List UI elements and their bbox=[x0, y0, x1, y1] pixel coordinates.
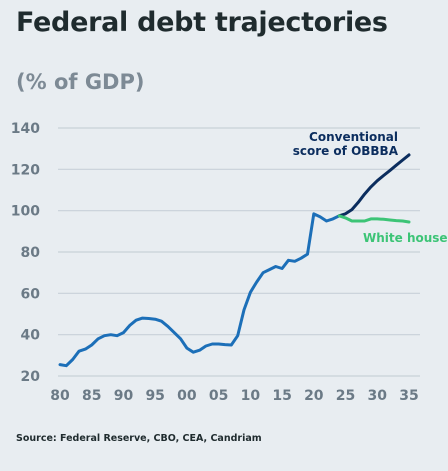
x-axis-ticks: 80 85 90 95 00 05 10 15 20 25 30 35 bbox=[50, 388, 418, 404]
x-tick-label-10: 10 bbox=[241, 388, 261, 404]
series-line-conventional bbox=[337, 153, 411, 218]
series-lines bbox=[58, 153, 411, 368]
x-tick-label-35: 35 bbox=[399, 388, 418, 404]
x-tick-label-00: 00 bbox=[177, 388, 197, 404]
x-tick-label-15: 15 bbox=[272, 388, 291, 404]
y-tick-label-140: 140 bbox=[11, 121, 40, 137]
annotation-conventional-line-2: score of OBBBA bbox=[293, 144, 399, 158]
series-line-white_house bbox=[337, 214, 411, 224]
annotation-white-house-line-1: White house bbox=[363, 231, 448, 245]
y-tick-label-20: 20 bbox=[21, 369, 41, 385]
source-note: Source: Federal Reserve, CBO, CEA, Candr… bbox=[16, 433, 262, 444]
chart-subtitle: (% of GDP) bbox=[16, 70, 145, 94]
y-tick-label-100: 100 bbox=[11, 204, 40, 220]
x-tick-label-05: 05 bbox=[209, 388, 228, 404]
x-tick-label-95: 95 bbox=[145, 388, 164, 404]
y-tick-label-120: 120 bbox=[11, 162, 40, 178]
y-tick-label-40: 40 bbox=[21, 328, 41, 344]
grid-lines bbox=[58, 127, 420, 377]
x-tick-label-90: 90 bbox=[114, 388, 134, 404]
x-tick-label-20: 20 bbox=[304, 388, 324, 404]
y-tick-label-60: 60 bbox=[21, 286, 41, 302]
x-tick-label-80: 80 bbox=[50, 388, 70, 404]
x-tick-label-25: 25 bbox=[336, 388, 355, 404]
series-line-historical bbox=[58, 212, 341, 368]
x-tick-label-30: 30 bbox=[368, 388, 388, 404]
annotation-conventional-line-1: Conventional bbox=[309, 130, 398, 144]
y-tick-label-80: 80 bbox=[21, 245, 41, 261]
chart-title: Federal debt trajectories bbox=[16, 7, 388, 38]
y-axis-ticks: 20 40 60 80 100 120 140 bbox=[11, 121, 40, 385]
x-tick-label-85: 85 bbox=[82, 388, 101, 404]
